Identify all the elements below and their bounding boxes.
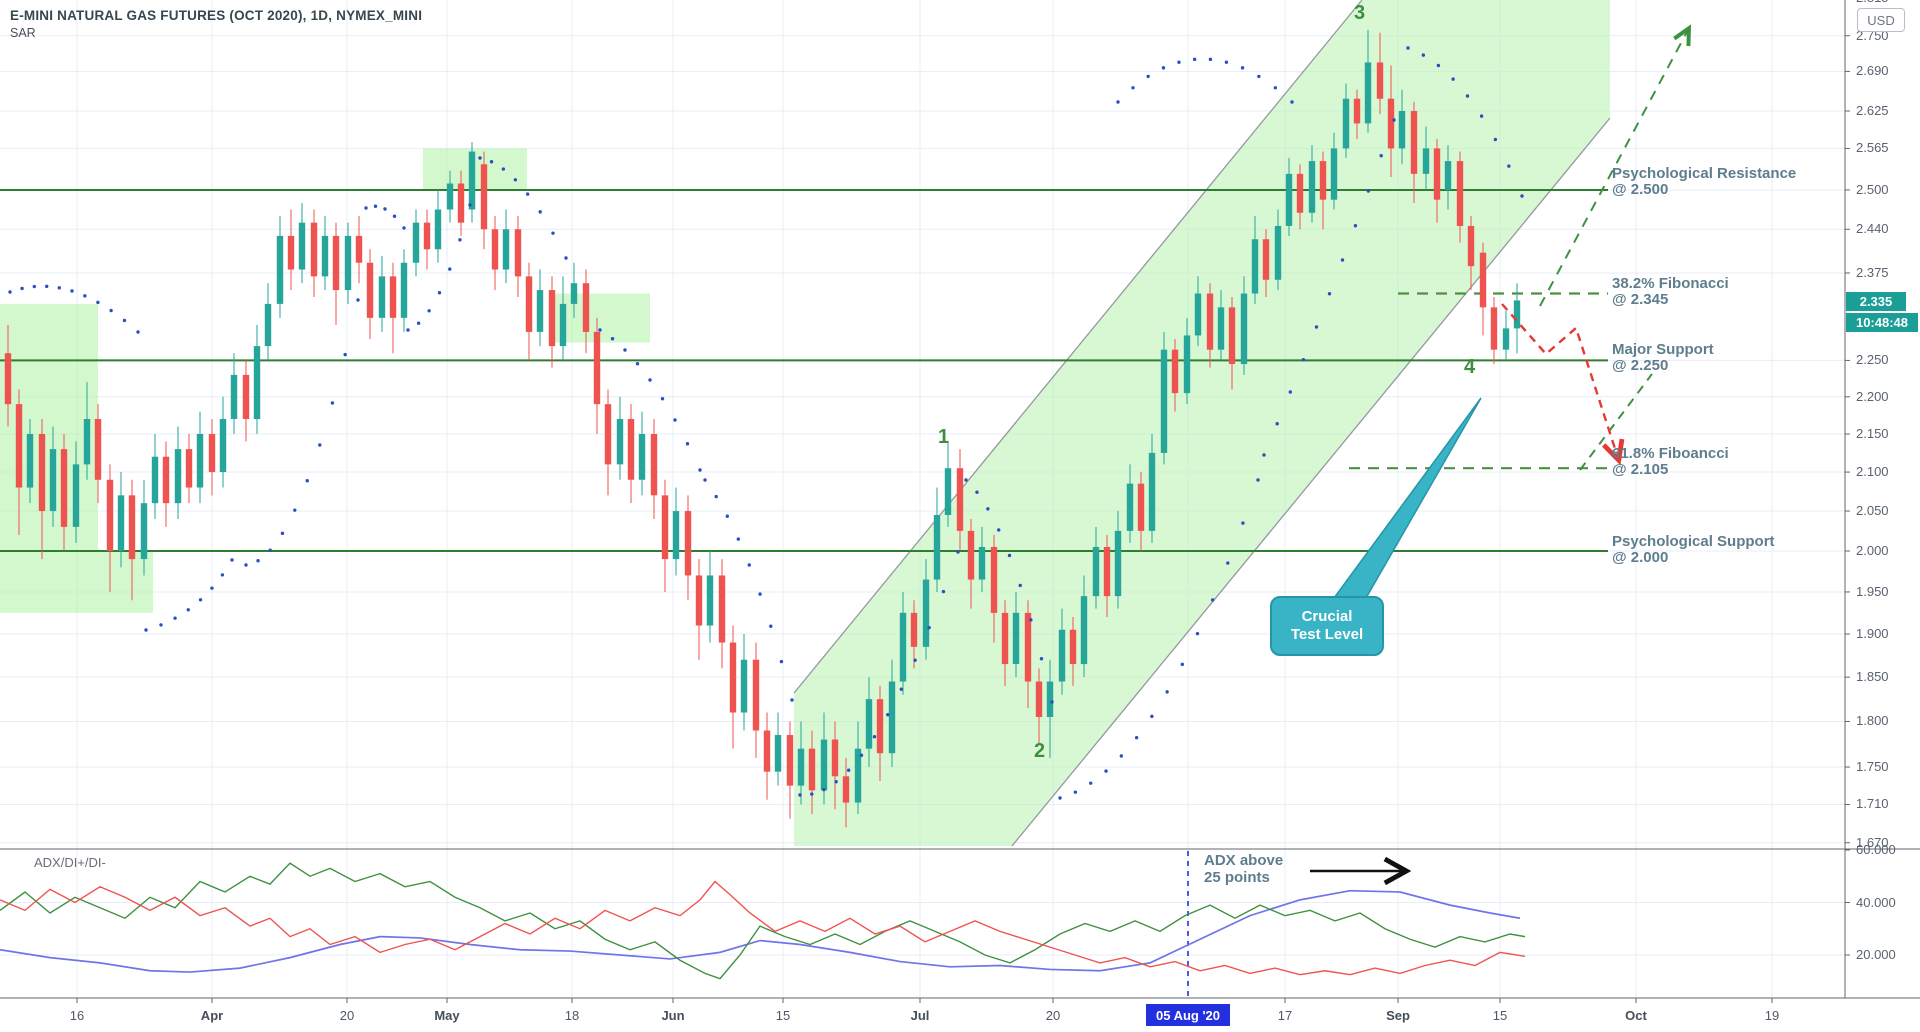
- crucial-test-level-callout[interactable]: Crucial Test Level: [1270, 596, 1384, 656]
- time-axis-label[interactable]: 18: [564, 1008, 580, 1023]
- candlestick-series: [4, 29, 1521, 828]
- label-line: 61.8% Fiboancci: [1612, 445, 1729, 462]
- label-line: @ 2.500: [1612, 181, 1669, 198]
- time-axis-label[interactable]: 20: [339, 1008, 355, 1023]
- indicator-name-sar[interactable]: SAR: [10, 26, 36, 40]
- indicator-axis-label[interactable]: 20.000: [1856, 947, 1896, 962]
- price-axis-label[interactable]: 2.815: [1856, 0, 1889, 5]
- indicator-axis-label[interactable]: 60.000: [1856, 842, 1896, 857]
- label-line: @ 2.345: [1612, 291, 1669, 308]
- price-axis-label[interactable]: 2.565: [1856, 140, 1889, 156]
- time-axis-label[interactable]: 19: [1764, 1008, 1780, 1023]
- time-axis-label[interactable]: May: [434, 1008, 460, 1023]
- current-price-tag: 2.335: [1846, 292, 1906, 311]
- note-line: ADX above: [1204, 852, 1284, 869]
- label-line: Psychological Support: [1612, 533, 1775, 550]
- price-axis-label[interactable]: 1.750: [1856, 759, 1889, 775]
- note-line: 25 points: [1204, 869, 1270, 886]
- price-axis-label[interactable]: 1.670: [1856, 834, 1889, 850]
- time-axis-label[interactable]: 15: [775, 1008, 791, 1023]
- callout-line: Test Level: [1290, 626, 1364, 643]
- adx-indicator-pane: [0, 851, 1526, 997]
- price-axis-label[interactable]: 2.375: [1856, 264, 1889, 280]
- parabolic-sar-dots: [8, 46, 1524, 800]
- highlighted-date-tag: 05 Aug '20: [1146, 1004, 1230, 1026]
- price-axis-label[interactable]: 1.800: [1856, 713, 1889, 729]
- price-axis-label[interactable]: 2.050: [1856, 503, 1889, 519]
- price-axis-label[interactable]: 2.200: [1856, 388, 1889, 404]
- price-axis-label[interactable]: 2.150: [1856, 425, 1889, 441]
- label-line: Psychological Resistance: [1612, 165, 1797, 182]
- price-axis-label[interactable]: 2.250: [1856, 352, 1889, 368]
- label-line: @ 2.250: [1612, 357, 1669, 374]
- currency-toggle-button[interactable]: USD: [1857, 8, 1905, 32]
- trend-channel[interactable]: [793, 0, 1611, 847]
- label-psychological-support[interactable]: Psychological Support @ 2.000: [1612, 534, 1775, 566]
- price-axis-label[interactable]: 2.625: [1856, 103, 1889, 118]
- price-axis-label[interactable]: 2.500: [1856, 181, 1889, 197]
- time-axis-label[interactable]: 16: [69, 1008, 85, 1023]
- time-axis-label[interactable]: Jul: [910, 1008, 930, 1023]
- time-axis-label[interactable]: 15: [1492, 1008, 1508, 1023]
- label-line: 38.2% Fibonacci: [1612, 275, 1729, 292]
- time-axis-label[interactable]: 17: [1277, 1008, 1293, 1023]
- wave-label-2[interactable]: 2: [1034, 740, 1046, 762]
- time-axis-label[interactable]: Jun: [661, 1008, 685, 1023]
- price-axis-label[interactable]: 1.900: [1856, 625, 1889, 641]
- price-axis-label[interactable]: 1.710: [1856, 796, 1889, 812]
- price-axis-label[interactable]: 1.850: [1856, 669, 1889, 685]
- label-line: @ 2.105: [1612, 461, 1669, 478]
- time-axis-label[interactable]: 20: [1045, 1008, 1061, 1023]
- indicator-axis-label[interactable]: 40.000: [1856, 894, 1896, 910]
- adx-above-25-note[interactable]: ADX above 25 points: [1204, 852, 1283, 886]
- axes-frame: [0, 0, 1920, 1003]
- label-fib-382[interactable]: 38.2% Fibonacci @ 2.345: [1612, 276, 1729, 308]
- wave-label-3[interactable]: 3: [1354, 2, 1366, 24]
- time-axis-label[interactable]: Apr: [200, 1008, 224, 1023]
- price-axis-label[interactable]: 2.100: [1856, 464, 1889, 480]
- adx-di-legend[interactable]: ADX/DI+/DI-: [34, 855, 106, 870]
- label-line: @ 2.000: [1612, 549, 1669, 566]
- price-axis-label[interactable]: 2.690: [1856, 63, 1889, 79]
- label-psychological-resistance[interactable]: Psychological Resistance @ 2.500: [1612, 166, 1796, 198]
- wave-label-1[interactable]: 1: [938, 426, 950, 448]
- label-major-support[interactable]: Major Support @ 2.250: [1612, 342, 1714, 374]
- time-axis-label[interactable]: Sep: [1386, 1008, 1410, 1023]
- price-axis-label[interactable]: 1.950: [1856, 583, 1889, 599]
- price-axis-label[interactable]: 2.440: [1856, 221, 1889, 237]
- label-fib-618[interactable]: 61.8% Fiboancci @ 2.105: [1612, 446, 1729, 478]
- symbol-title[interactable]: E-MINI NATURAL GAS FUTURES (OCT 2020), 1…: [10, 8, 423, 23]
- label-line: Major Support: [1612, 341, 1714, 358]
- wave-label-4[interactable]: 4: [1464, 356, 1476, 378]
- callout-line: Crucial: [1301, 608, 1353, 625]
- price-axis-label[interactable]: 2.000: [1856, 543, 1889, 558]
- bar-countdown-tag: 10:48:48: [1846, 313, 1918, 332]
- time-axis-label[interactable]: Oct: [1625, 1008, 1647, 1023]
